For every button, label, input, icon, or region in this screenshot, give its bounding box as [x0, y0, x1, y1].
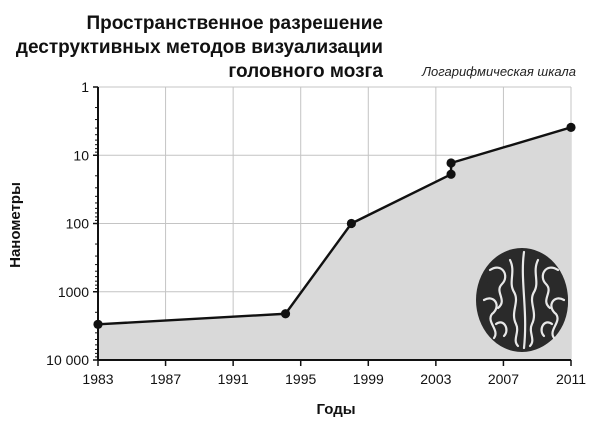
x-tick-label-2: 1991 [218, 371, 249, 387]
chart-title-line-3: головного мозга [228, 61, 383, 82]
scale-note: Логарифмическая шкала [421, 64, 576, 79]
y-tick-label-4: 10 000 [46, 352, 89, 368]
data-point-3 [446, 169, 456, 179]
chart-title-line-2: деструктивных методов визуализации [16, 37, 383, 58]
data-point-1 [280, 309, 291, 319]
x-tick-label-6: 2007 [488, 371, 519, 387]
data-point-4 [446, 158, 456, 168]
x-axis-title: Годы [316, 401, 355, 418]
x-tick-label-4: 1999 [353, 371, 384, 387]
x-tick-label-5: 2003 [420, 371, 451, 387]
brain-icon [476, 248, 568, 352]
plot-area: 1 10 100 1000 10 000 1983 1987 1991 1995 1999 2003… [46, 79, 586, 387]
chart-title: Пространственное разрешение деструктивны… [16, 13, 384, 82]
y-tick-label-1: 10 [73, 147, 89, 163]
data-point-5 [566, 122, 576, 132]
x-tick-label-1: 1987 [150, 371, 181, 387]
x-tick-label-3: 1995 [285, 371, 316, 387]
series-area [98, 127, 571, 361]
y-tick-label-2: 100 [66, 216, 90, 232]
y-tick-label-3: 1000 [58, 284, 89, 300]
chart-title-line-1: Пространственное разрешение [86, 13, 383, 34]
y-tick-label-0: 1 [81, 79, 89, 95]
data-point-2 [346, 218, 356, 229]
series-line [97, 126, 572, 326]
x-tick-label-0: 1983 [82, 371, 113, 387]
y-axis-title: Нанометры [7, 182, 24, 268]
x-tick-label-7: 2011 [556, 371, 586, 387]
